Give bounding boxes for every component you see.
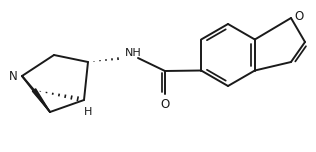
Text: H: H	[84, 107, 92, 117]
Text: N: N	[9, 69, 17, 83]
Text: NH: NH	[125, 48, 141, 58]
Text: O: O	[295, 10, 304, 24]
Text: O: O	[161, 97, 170, 111]
Polygon shape	[32, 89, 50, 112]
